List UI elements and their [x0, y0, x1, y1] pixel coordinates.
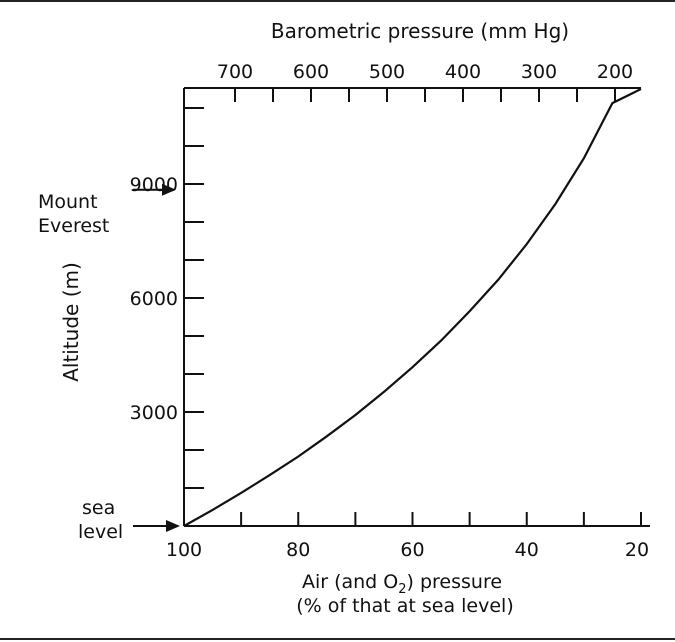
top-axis-ticks: 700 600 500 400 300 200 — [217, 61, 633, 102]
bottom-axis-tick-label: 80 — [286, 539, 310, 561]
top-axis-title: Barometric pressure (mm Hg) — [271, 19, 569, 43]
left-axis-tick-label: 6000 — [130, 288, 178, 310]
top-axis-tick-label: 200 — [597, 61, 633, 83]
top-axis-tick-label: 300 — [521, 61, 557, 83]
everest-label-line1: Mount — [38, 191, 98, 213]
left-axis-tick-label: 3000 — [130, 402, 178, 424]
bottom-axis-ticks: 100 80 60 40 20 — [166, 512, 649, 561]
left-axis-ticks: 3000 6000 9000 — [130, 107, 204, 489]
everest-arrowhead — [162, 183, 176, 196]
top-axis-tick-label: 700 — [217, 61, 253, 83]
pressure-altitude-curve — [183, 88, 642, 527]
x-axis-title-subscript: 2 — [398, 582, 406, 597]
top-axis-tick-label: 500 — [369, 61, 405, 83]
top-axis-tick-label: 400 — [445, 61, 481, 83]
everest-label-line2: Everest — [38, 215, 109, 237]
left-axis-tick-label: 9000 — [130, 174, 178, 196]
y-axis-title: Altitude (m) — [59, 262, 83, 382]
bottom-axis-tick-label: 20 — [625, 539, 649, 561]
bottom-axis-tick-label: 40 — [515, 539, 539, 561]
sea-level-arrowhead — [166, 520, 180, 532]
x-axis-title-part1: Air (and O — [302, 571, 398, 593]
top-axis-tick-label: 600 — [293, 61, 329, 83]
sea-level-label-line1: sea — [82, 497, 115, 519]
x-axis-title-line1: Air (and O2) pressure — [302, 571, 502, 597]
bottom-axis-tick-label: 60 — [400, 539, 424, 561]
x-axis-title-line2: (% of that at sea level) — [296, 595, 513, 617]
x-axis-title-part2: ) pressure — [407, 571, 503, 593]
bottom-axis-tick-label: 100 — [166, 539, 202, 561]
sea-level-label-line2: level — [78, 521, 123, 543]
